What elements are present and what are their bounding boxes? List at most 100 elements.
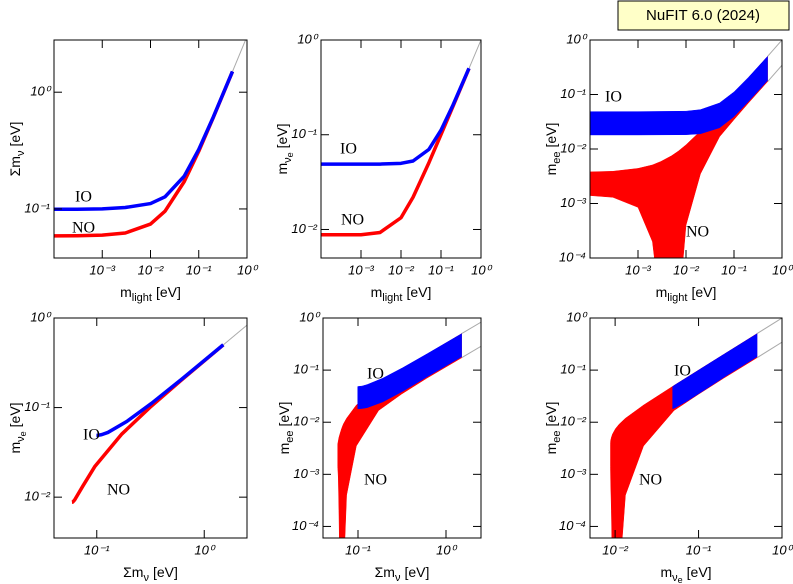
plot-area	[590, 40, 782, 258]
axis-label-sub: light	[667, 292, 687, 304]
plot-area	[610, 318, 782, 538]
y-tick-label: 10⁻¹	[293, 362, 319, 377]
x-tick-label: 10⁻¹	[721, 262, 747, 277]
axis-label-sub: ee	[551, 430, 563, 442]
axis-label-base: m	[371, 284, 383, 300]
y-tick-label: 10⁰	[297, 31, 318, 46]
axis-label-base: Σm	[123, 564, 143, 580]
y-tick-label: 10⁰	[30, 309, 51, 324]
axis-label-unit: [eV]	[276, 402, 292, 427]
x-tick-label: 10⁻²	[602, 542, 628, 557]
x-tick-label: 10⁻¹	[428, 262, 454, 277]
x-tick-label: 10⁰	[772, 542, 793, 557]
axis-label-unit: [eV]	[543, 402, 559, 427]
reference-line	[756, 341, 782, 359]
plot-frame	[589, 317, 783, 539]
axis-label-base: m	[660, 564, 672, 580]
axis-label-subsub: e	[18, 431, 28, 436]
x-tick-label: 10⁻²	[138, 262, 164, 277]
axis-label: Σmν[eV]	[375, 564, 430, 584]
axis-label-subsub: e	[285, 152, 295, 157]
title-box	[617, 0, 790, 31]
axis-label: mee [eV]	[543, 123, 563, 176]
axis-label: mlight [eV]	[120, 284, 181, 304]
series-line	[54, 70, 235, 238]
axis-label-unit: [eV]	[7, 402, 23, 427]
axis-label-base: m	[120, 284, 132, 300]
axis-label-unit: [eV]	[687, 564, 712, 580]
axis-label-base: m	[656, 284, 668, 300]
axis-label-unit: [eV]	[153, 564, 178, 580]
axis-label-sub: ν	[15, 150, 27, 156]
series-label: NO	[364, 472, 387, 489]
x-tick-label: 10⁻³	[625, 262, 651, 277]
axis-label-unit: [eV]	[404, 564, 429, 580]
plot-frame	[53, 317, 248, 539]
x-tick-label: 10⁻²	[388, 262, 414, 277]
axis-label-unit: [eV]	[691, 284, 716, 300]
plot-area	[337, 321, 481, 538]
series-label: IO	[605, 89, 622, 106]
axis-label: mlight [eV]	[656, 284, 717, 304]
axis-label-unit: [eV]	[406, 284, 431, 300]
series-label: IO	[83, 427, 100, 444]
series-line	[94, 343, 225, 438]
reference-line	[232, 40, 247, 72]
axis-label-base: m	[543, 164, 559, 176]
y-tick-label: 10⁻²	[24, 489, 50, 504]
plot-area	[70, 324, 247, 504]
plot-area	[54, 40, 247, 238]
axis-label-unit: [eV]	[274, 123, 290, 148]
reference-line	[461, 321, 481, 335]
axis-label-sub: ee	[551, 151, 563, 163]
reference-line	[756, 318, 782, 335]
y-tick-label: 10⁻¹	[560, 86, 586, 101]
reference-line	[767, 64, 782, 82]
series-label: NO	[341, 212, 364, 229]
x-tick-label: 10⁻¹	[345, 542, 371, 557]
y-tick-label: 10⁻⁴	[559, 518, 586, 533]
axis-label-unit: [eV]	[543, 123, 559, 148]
y-tick-label: 10⁻²	[293, 414, 319, 429]
axis-label: mνe [eV]	[660, 564, 711, 584]
axis-label-base: Σm	[7, 156, 23, 176]
axis-label-sub: light	[382, 292, 402, 304]
y-tick-label: 10⁻²	[560, 140, 586, 155]
series-band	[672, 333, 758, 410]
y-tick-label: 10⁻⁴	[559, 249, 586, 264]
x-tick-label: 10⁰	[436, 542, 457, 557]
axis-label: Σmν [eV]	[7, 122, 27, 177]
axis-label-sub: ν	[282, 157, 294, 163]
series-label: NO	[107, 482, 130, 499]
axis-label: mlight [eV]	[371, 284, 432, 304]
y-tick-label: 10⁻²	[560, 414, 586, 429]
x-tick-label: 10⁻¹	[84, 542, 110, 557]
series-band	[357, 333, 462, 410]
axis-label-base: m	[7, 442, 23, 454]
axis-label: mνe [eV]	[7, 402, 29, 453]
series-label: NO	[72, 220, 95, 237]
axis-label: mee [eV]	[543, 402, 563, 455]
axis-label: mee [eV]	[276, 402, 296, 455]
series-line	[70, 343, 225, 504]
x-tick-label: 10⁻¹	[186, 262, 212, 277]
axis-label-base: Σm	[375, 564, 395, 580]
axis-label-sub: ee	[284, 430, 296, 442]
series-line	[54, 70, 235, 212]
axis-label-sub: ν	[672, 572, 678, 584]
series-line	[321, 67, 471, 166]
axis-label-unit: [eV]	[7, 122, 23, 147]
axis-label-subsub: e	[678, 575, 683, 584]
axis-label-unit: [eV]	[156, 284, 181, 300]
plot-frame	[322, 317, 482, 539]
y-tick-label: 10⁻³	[560, 466, 586, 481]
axis-label-base: m	[276, 443, 292, 455]
axis-label-sub: light	[132, 292, 152, 304]
x-tick-label: 10⁻³	[89, 262, 115, 277]
x-tick-label: 10⁻³	[348, 262, 374, 277]
y-tick-label: 10⁻³	[293, 466, 319, 481]
x-tick-label: 10⁰	[772, 262, 793, 277]
series-label: NO	[639, 472, 662, 489]
axis-label-sub: ν	[143, 572, 149, 584]
